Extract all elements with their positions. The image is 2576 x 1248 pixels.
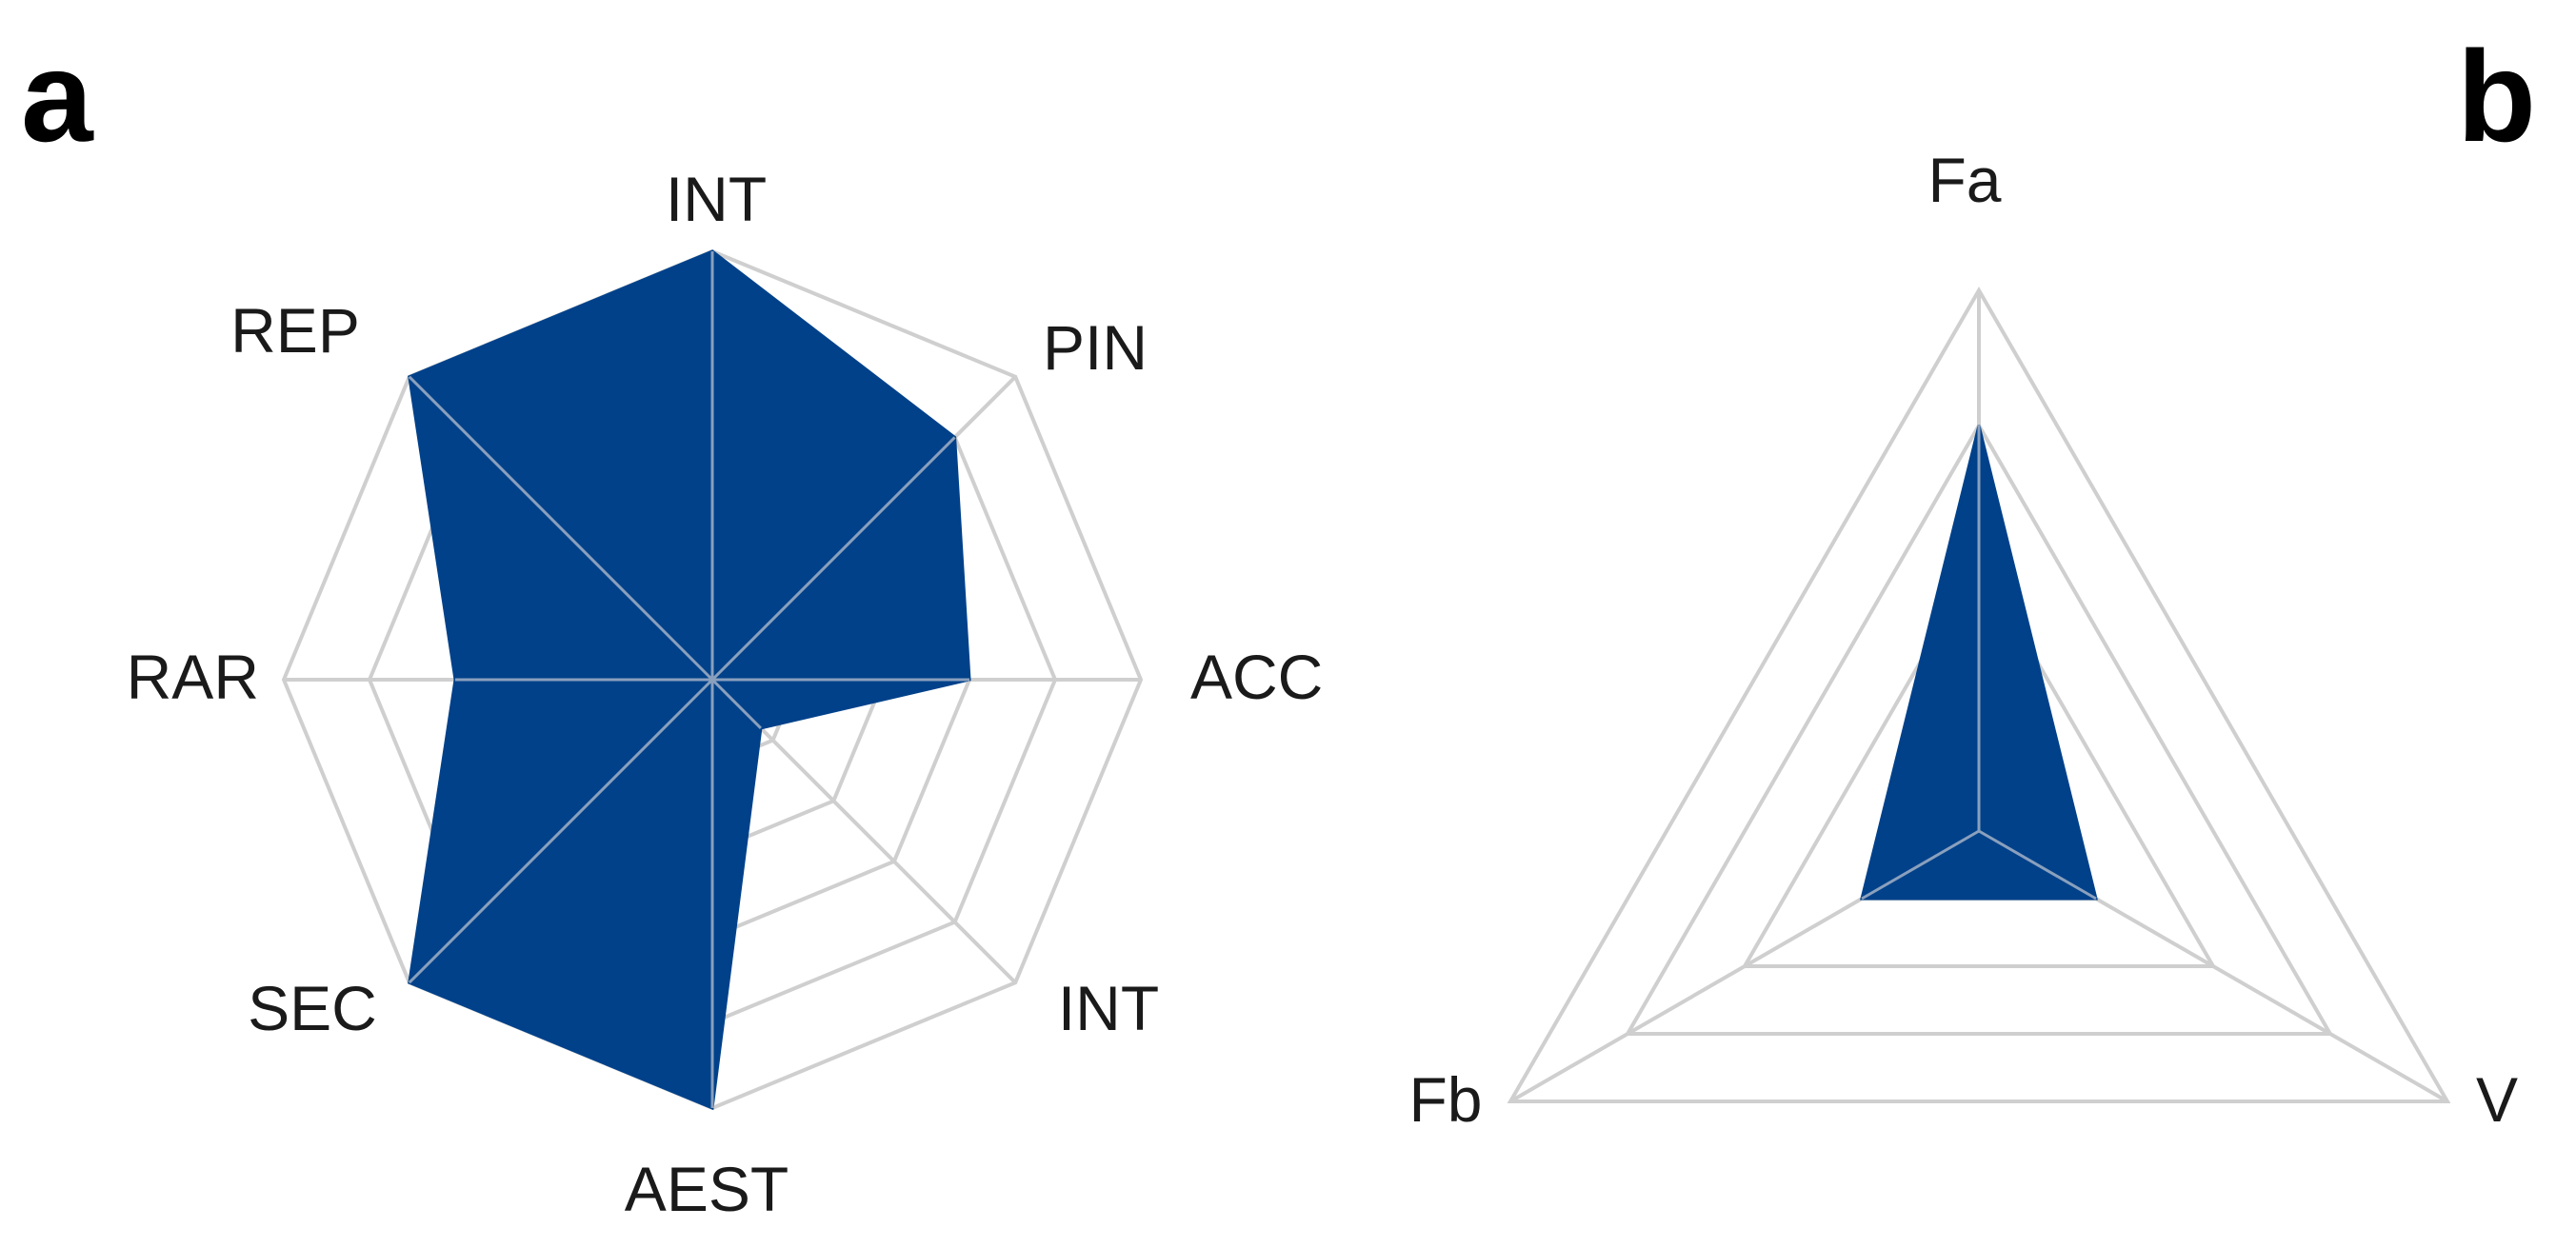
axis-spoke-overlay <box>1861 829 1980 901</box>
axis-spoke <box>710 678 1017 984</box>
axis-label: INT <box>1058 973 1159 1043</box>
axis-label: SEC <box>248 973 377 1043</box>
grid-ring <box>1507 286 2451 1103</box>
axis-label: Fb <box>1408 1064 1482 1135</box>
grid-ring <box>1624 421 2334 1036</box>
axis-spoke-overlay <box>408 678 714 984</box>
axis-label: RAR <box>127 642 259 712</box>
panel-b-letter: b <box>2457 24 2536 168</box>
axis-spoke-overlay <box>1978 829 2097 901</box>
axis-label: V <box>2476 1064 2518 1135</box>
grid-ring <box>1741 557 2217 968</box>
axis-spoke-overlay <box>408 375 714 682</box>
axis-spoke-overlay <box>710 436 956 682</box>
radar-chart-a: INT PIN ACC INT AEST SEC RAR REP <box>127 164 1324 1224</box>
panel-a-letter: a <box>21 24 94 168</box>
axis-label: REP <box>230 295 360 366</box>
radar-chart-b: Fa V Fb <box>1408 145 2518 1135</box>
axis-spoke-overlay <box>710 678 762 729</box>
axis-label: ACC <box>1190 642 1323 712</box>
axis-label: INT <box>666 164 767 234</box>
axis-label: Fa <box>1927 145 2001 215</box>
axis-label: PIN <box>1043 312 1148 383</box>
axis-label: AEST <box>625 1154 789 1224</box>
